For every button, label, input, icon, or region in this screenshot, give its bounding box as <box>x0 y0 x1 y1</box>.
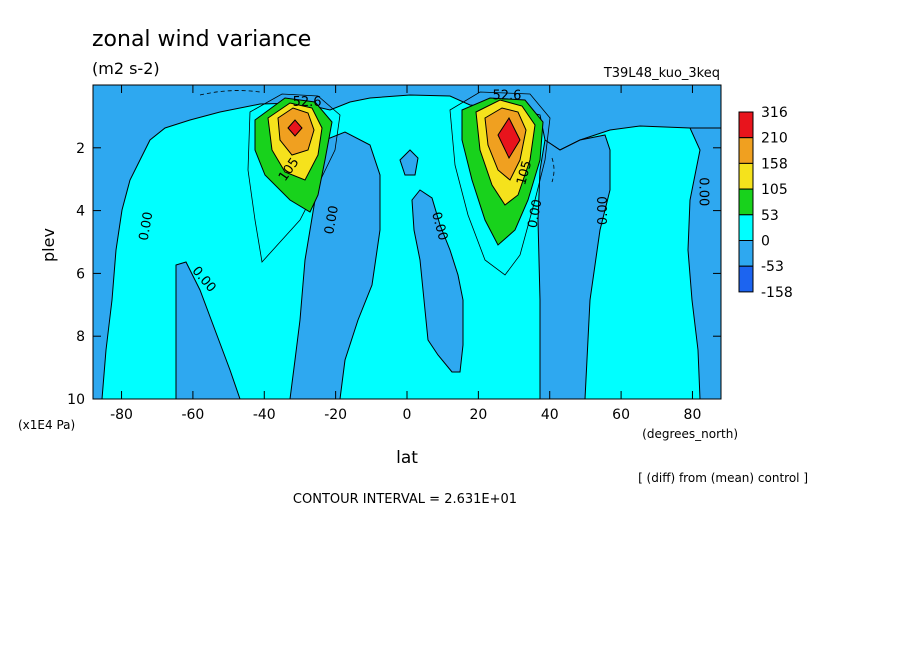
y-axis-label: plev <box>39 228 58 262</box>
chart-units: (m2 s-2) <box>92 59 160 78</box>
x-axis: -80 -60 -40 -20 0 20 40 60 80 <box>110 85 701 423</box>
colorbar-label: -53 <box>761 259 784 275</box>
colorbar-swatch <box>738 111 754 139</box>
colorbar-label: 316 <box>761 105 788 121</box>
contour-label: 0.00 <box>596 196 611 225</box>
neg-region-sh-column <box>289 131 381 399</box>
colorbar: 316 210 158 105 53 0 -53 -158 <box>738 105 793 301</box>
x-tick-label: -20 <box>324 407 347 423</box>
x-tick-label: -80 <box>110 407 133 423</box>
colorbar-swatch <box>738 214 754 242</box>
neg-region-eq-blob <box>399 149 419 176</box>
experiment-label: T39L48_kuo_3keq <box>603 66 720 81</box>
diff-note: [ (diff) from (mean) control ] <box>638 471 808 485</box>
contour-label: 52.6 <box>492 88 521 103</box>
x-axis-label: lat <box>396 448 418 468</box>
negative-regions <box>93 85 721 399</box>
y-axis: 2 4 6 8 10 <box>67 141 721 408</box>
colorbar-swatch <box>738 188 754 216</box>
contour-label: 0.00 <box>137 211 157 242</box>
dashed-contour-top <box>199 90 261 96</box>
y-axis-units: (x1E4 Pa) <box>18 418 75 432</box>
neg-region-eq-column <box>411 189 464 373</box>
colorbar-label: 158 <box>761 156 788 172</box>
contour-label: 0.00 <box>322 204 342 235</box>
x-tick-label: 80 <box>684 407 702 423</box>
colorbar-swatch <box>738 265 754 293</box>
x-tick-label: 20 <box>469 407 487 423</box>
contour-label: 0.00 <box>428 210 450 242</box>
neg-region-right-column <box>687 127 721 399</box>
sh-jet-level-316 <box>287 119 303 137</box>
x-tick-label: 60 <box>612 407 630 423</box>
y-tick-label: 6 <box>76 266 85 282</box>
x-tick-label: -60 <box>181 407 204 423</box>
colorbar-label: 0 <box>761 234 770 250</box>
x-tick-label: 0 <box>403 407 412 423</box>
neg-region-nh-column <box>537 134 611 399</box>
colorbar-swatch <box>738 137 754 164</box>
colorbar-label: 53 <box>761 208 779 224</box>
y-tick-label: 4 <box>76 204 85 220</box>
x-axis-units: (degrees_north) <box>642 427 738 441</box>
nh-jet-contour-52 <box>449 91 551 276</box>
contour-label: 52.6 <box>293 95 322 110</box>
y-tick-label: 10 <box>67 392 85 408</box>
colorbar-label: 210 <box>761 131 788 147</box>
colorbar-label: 105 <box>761 182 788 198</box>
neg-region-left-tongue <box>175 261 241 399</box>
colorbar-swatch <box>738 240 754 267</box>
contour-label: 105 <box>514 159 535 187</box>
neg-region-top-band <box>93 85 721 399</box>
contour-interval: CONTOUR INTERVAL = 2.631E+01 <box>293 492 517 507</box>
sh-jet-maximum <box>247 93 341 263</box>
dashed-contour-nh <box>551 157 555 183</box>
y-tick-label: 2 <box>76 141 85 157</box>
x-tick-label: -40 <box>253 407 276 423</box>
contour-label: 0.00 <box>526 198 546 229</box>
x-tick-label: 40 <box>541 407 559 423</box>
colorbar-label: -158 <box>761 285 793 301</box>
dashed-contours <box>199 90 555 183</box>
y-tick-label: 8 <box>76 329 85 345</box>
chart-title: zonal wind variance <box>92 27 311 52</box>
nh-jet-level-316 <box>497 116 521 160</box>
nh-jet-maximum <box>449 91 551 276</box>
contour-label: 0.00 <box>696 177 711 206</box>
colorbar-swatch <box>738 162 754 190</box>
